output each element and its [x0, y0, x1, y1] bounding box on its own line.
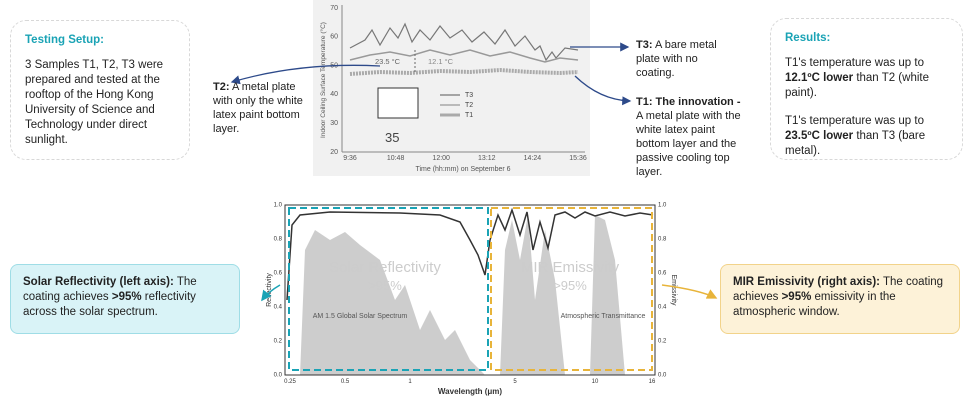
- legend-label: T1: [465, 112, 473, 119]
- y-tick-label: 0.6: [274, 271, 283, 277]
- label: T1: The innovation -: [636, 96, 741, 108]
- highlight: 12.1ºC lower: [785, 72, 854, 84]
- label: 12.1 °C: [428, 57, 454, 66]
- axis-title: Emissivity: [670, 274, 677, 306]
- x-tick-label: 1: [408, 379, 412, 385]
- mir-region: [490, 207, 653, 371]
- overlay: >95%: [368, 278, 402, 293]
- text: emissivity in the atmospheric window.: [733, 291, 896, 318]
- emissivity-curve: [489, 207, 654, 251]
- x-tick-label: 9:36: [343, 155, 357, 162]
- reflectivity-curve: [286, 211, 491, 301]
- overlay: AM 1.5 Global Solar Spectrum: [313, 313, 408, 320]
- text: A metal plate with the white latex paint…: [636, 110, 741, 178]
- y2-tick-label: 1.0: [658, 203, 667, 209]
- legend-label: T2: [465, 102, 473, 109]
- label: T2:: [213, 81, 230, 93]
- curve-t2: [349, 49, 579, 63]
- solar-region: [288, 207, 489, 371]
- y-tick-label: 60: [330, 34, 338, 41]
- label: Solar Reflectivity (left axis):: [23, 276, 174, 288]
- x-tick-label: 0.25: [284, 379, 296, 385]
- y-tick-label: 70: [330, 5, 338, 12]
- text: reflectivity across the solar spectrum.: [23, 291, 196, 318]
- axis-title: Indoor Ceiling Surface Temperature (°C): [319, 22, 327, 138]
- overlay: Atmospheric Transmittance: [561, 313, 646, 320]
- y-tick-label: 40: [330, 91, 338, 98]
- y-tick-label: 0.0: [274, 373, 283, 379]
- plot-frame: [284, 204, 656, 376]
- transmittance-fill: [500, 215, 625, 375]
- x-tick-label: 10: [592, 379, 599, 385]
- callout-solar: Solar Reflectivity (left axis): The coat…: [10, 264, 240, 334]
- text: A bare metal plate with no coating.: [636, 39, 717, 79]
- text: T1's temperature was up to: [785, 115, 924, 127]
- label: MIR Emissivity (right axis):: [733, 276, 880, 288]
- title: Results:: [785, 32, 831, 44]
- arrow: [574, 75, 632, 106]
- y-tick-label: 0.2: [274, 339, 283, 345]
- title: Testing Setup:: [25, 34, 105, 46]
- y-tick-label: 30: [330, 120, 338, 127]
- legend-label: T3: [465, 92, 473, 99]
- arrow: [261, 284, 281, 302]
- x-tick-label: 14:24: [524, 155, 542, 162]
- body: 3 Samples T1, T2, T3 were prepared and t…: [25, 59, 164, 146]
- curve-t1: [349, 67, 579, 76]
- axis-title: Time (hh:mm) on September 6: [415, 166, 510, 173]
- annotation-t3: T3: A bare metal plate with no coating.: [636, 38, 736, 80]
- spectrum-fill: [300, 230, 485, 375]
- text: A metal plate with only the white latex …: [213, 81, 303, 135]
- chart-image: [313, 0, 590, 176]
- x-tick-label: 15:36: [569, 155, 587, 162]
- x-ticks: 0.25 0.5 1 5 10 16: [284, 379, 656, 385]
- y2-tick-label: 0.6: [658, 271, 667, 277]
- text: The coating achieves: [23, 276, 197, 303]
- y2-tick-label: 0.0: [658, 373, 667, 379]
- label: T3:: [636, 39, 653, 51]
- overlay: >95%: [553, 278, 587, 293]
- label: 23.5 °C: [375, 57, 401, 66]
- text: The coating achieves: [733, 276, 944, 303]
- curve-t3: [349, 22, 579, 62]
- annotation-t2: T2: A metal plate with only the white la…: [213, 80, 313, 136]
- text: than T3 (bare metal).: [785, 130, 926, 157]
- x-tick-label: 13:12: [478, 155, 496, 162]
- y-ticks: 1.0 1.0 0.8 0.8 0.6 0.6 0.4 0.4 0.2 0.2 0.0 0.0: [274, 203, 667, 379]
- x-tick-label: 12:00: [432, 155, 450, 162]
- label: 35: [385, 130, 399, 145]
- y-tick-label: 20: [330, 149, 338, 156]
- result: T1's temperature was up to 12.1ºC lower …: [785, 56, 948, 101]
- text: T1's temperature was up to: [785, 57, 924, 69]
- arrow: [661, 284, 718, 299]
- annotation-t1: T1: The innovation - A metal plate with …: [636, 95, 748, 179]
- arrow: [230, 64, 381, 85]
- inset: [377, 87, 419, 119]
- x-tick-label: 10:48: [387, 155, 405, 162]
- x-tick-label: 5: [513, 379, 517, 385]
- y2-tick-label: 0.4: [658, 305, 667, 311]
- highlight: 23.5ºC lower: [785, 130, 854, 142]
- result: T1's temperature was up to 23.5ºC lower …: [785, 114, 948, 159]
- testing-setup: Testing Setup: 3 Samples T1, T2, T3 were…: [10, 20, 190, 160]
- highlight: >95%: [781, 291, 812, 303]
- text: than T2 (white paint).: [785, 72, 929, 99]
- callout-mir: MIR Emissivity (right axis): The coating…: [720, 264, 960, 334]
- highlight: >95%: [111, 291, 142, 303]
- y-tick-label: 1.0: [274, 203, 283, 209]
- x-ticks: 9:36 10:48 12:00 13:12 14:24 15:36: [343, 155, 587, 162]
- overlay: MIR Emissivity: [521, 259, 620, 276]
- y2-tick-label: 0.2: [658, 339, 667, 345]
- x-tick-label: 0.5: [341, 379, 350, 385]
- legend: T3 T2 T1: [440, 92, 473, 119]
- y2-tick-label: 0.8: [658, 237, 667, 243]
- axis-title: Wavelength (μm): [438, 387, 502, 396]
- overlay: Solar Reflectivity: [329, 259, 441, 276]
- y-tick-label: 0.8: [274, 237, 283, 243]
- x-tick-label: 16: [649, 379, 656, 385]
- results: Results: T1's temperature was up to 12.1…: [770, 18, 963, 160]
- y-tick-label: 0.4: [274, 305, 283, 311]
